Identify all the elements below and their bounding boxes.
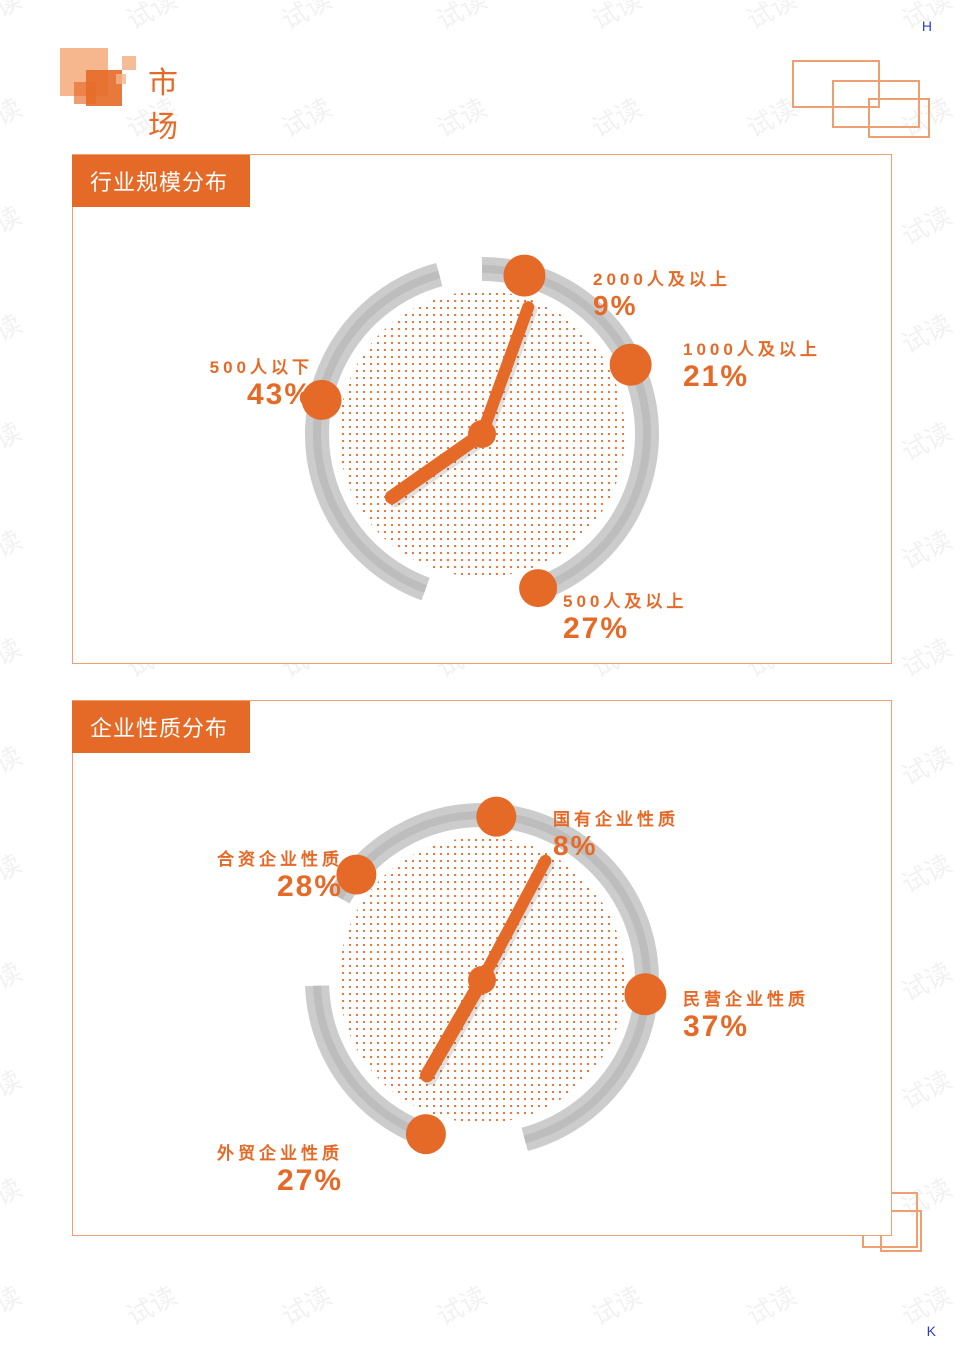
section-industry: 行业规模分布 2000人及以上9% 1000人及以上21% 500人及以上27% 500…: [72, 154, 892, 664]
chart-label: 500人以下43%: [113, 353, 313, 412]
chart-node: [624, 973, 666, 1015]
chart-node: [519, 569, 557, 607]
chart-label: 国有企业性质8%: [553, 805, 679, 862]
chart-label: 1000人及以上21%: [683, 335, 821, 394]
corner-letter-top: H: [922, 18, 932, 34]
section-title: 企业性质分布: [72, 701, 250, 753]
chart-label: 2000人及以上9%: [593, 265, 731, 322]
chart-node: [503, 255, 545, 297]
section-company: 企业性质分布国有企业性质8% 合资企业性质28% 民营企业性质37% 外贸企业性质27…: [72, 700, 892, 1236]
corner-letter-bottom: K: [927, 1323, 936, 1339]
chart-label: 外贸企业性质27%: [133, 1139, 343, 1198]
chart-node: [610, 344, 652, 386]
chart-node: [476, 797, 516, 837]
top-right-decoration: [792, 60, 942, 150]
chart-label: 合资企业性质28%: [133, 845, 343, 904]
chart-label: 民营企业性质37%: [683, 985, 809, 1044]
chart-label: 500人及以上27%: [563, 587, 687, 646]
chart-node: [406, 1114, 446, 1154]
section-title: 行业规模分布: [72, 155, 250, 207]
